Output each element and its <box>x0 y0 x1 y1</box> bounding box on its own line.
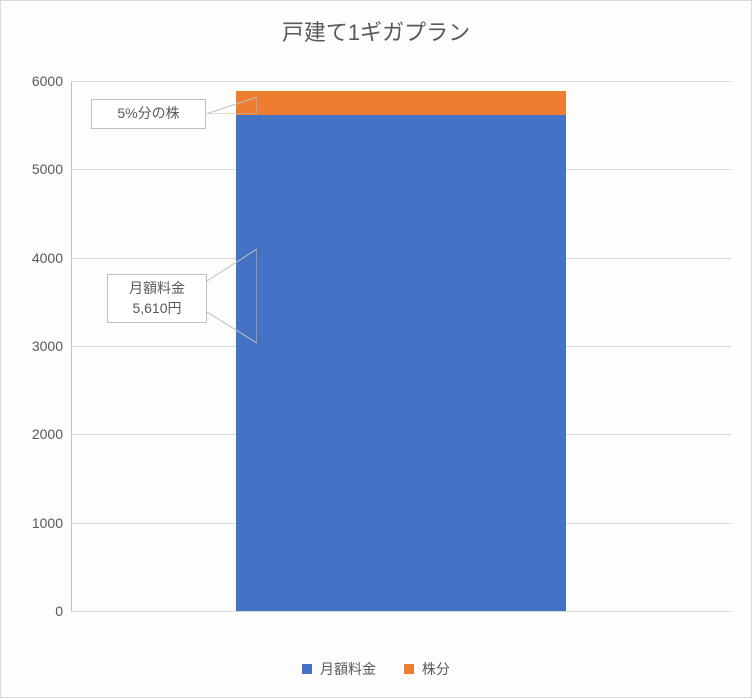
plot-area: 01000200030004000500060005%分の株月額料金5,610円 <box>71 81 731 611</box>
y-tick-label: 3000 <box>32 338 63 354</box>
y-tick-label: 1000 <box>32 515 63 531</box>
y-tick-label: 2000 <box>32 426 63 442</box>
legend-label-stock: 株分 <box>422 661 450 677</box>
gridline <box>71 611 731 612</box>
legend: 月額料金 株分 <box>1 659 751 679</box>
bar-stack <box>236 91 566 611</box>
chart-container: 戸建て1ギガプラン 0 1000 2000 3000 4000 5000 6000 5%分の株… <box>0 0 752 698</box>
legend-swatch-stock <box>404 664 414 674</box>
chart-title: 戸建て1ギガプラン <box>1 15 751 47</box>
legend-label-monthly: 月額料金 <box>320 661 376 677</box>
legend-swatch-monthly <box>302 664 312 674</box>
y-tick-label: 5000 <box>32 161 63 177</box>
bar-segment-stock_portion <box>236 91 566 116</box>
y-tick-label: 6000 <box>32 73 63 89</box>
gridline <box>71 81 731 82</box>
legend-item-stock: 株分 <box>404 659 450 679</box>
legend-item-monthly: 月額料金 <box>302 659 376 679</box>
y-tick-label: 0 <box>55 603 63 619</box>
bar-segment-monthly_fee <box>236 115 566 611</box>
callout-stock: 5%分の株 <box>91 99 206 129</box>
callout-monthly: 月額料金5,610円 <box>107 274 207 323</box>
y-tick-label: 4000 <box>32 250 63 266</box>
